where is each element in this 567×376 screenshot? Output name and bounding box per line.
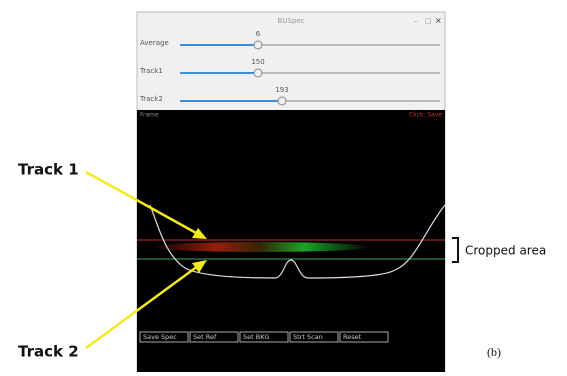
minimize-button[interactable]: – [414,17,418,25]
slider-value: 193 [275,86,288,94]
slider-thumb[interactable] [278,97,286,105]
button-label: Save Spec [143,333,177,341]
maximize-button[interactable]: □ [425,17,432,25]
spectrum-glow [150,242,370,252]
panel-label: (b) [487,345,501,359]
button-label: Set BKG [243,333,270,341]
button-label: Strt Scan [293,333,323,341]
slider-label: Average [140,39,169,47]
cropped-label: Cropped area [465,244,546,258]
track1-label: Track 1 [18,161,79,179]
window-title: BUSpec [278,17,305,25]
page: BUSpec – □ ✕ Average 6 Track1 150 Track2… [0,0,567,372]
slider-label: Track2 [139,95,163,103]
camera-view [137,110,445,372]
slider-thumb[interactable] [254,41,262,49]
button-label: Set Ref [193,333,217,341]
track2-label: Track 2 [18,343,79,361]
button-label: Reset [343,333,362,341]
bracket [452,238,458,262]
close-button[interactable]: ✕ [435,17,442,26]
overlay-left: Frame [140,112,159,119]
overlay-right: Click: Save [409,112,442,119]
slider-value: 6 [256,30,261,38]
figure: BUSpec – □ ✕ Average 6 Track1 150 Track2… [0,0,567,372]
slider-label: Track1 [139,67,163,75]
slider-thumb[interactable] [254,69,262,77]
slider-value: 150 [251,58,264,66]
